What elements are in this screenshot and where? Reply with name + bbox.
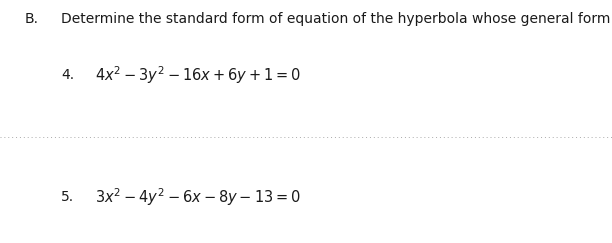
Text: 5.: 5. xyxy=(61,190,74,204)
Text: B.: B. xyxy=(24,12,39,26)
Text: $3x^{2} - 4y^{2} - 6x - 8y - 13 = 0$: $3x^{2} - 4y^{2} - 6x - 8y - 13 = 0$ xyxy=(95,186,301,208)
Text: 4.: 4. xyxy=(61,68,74,82)
Text: $4x^{2} - 3y^{2} - 16x + 6y + 1 = 0$: $4x^{2} - 3y^{2} - 16x + 6y + 1 = 0$ xyxy=(95,64,301,86)
Text: Determine the standard form of equation of the hyperbola whose general form is g: Determine the standard form of equation … xyxy=(61,12,612,26)
